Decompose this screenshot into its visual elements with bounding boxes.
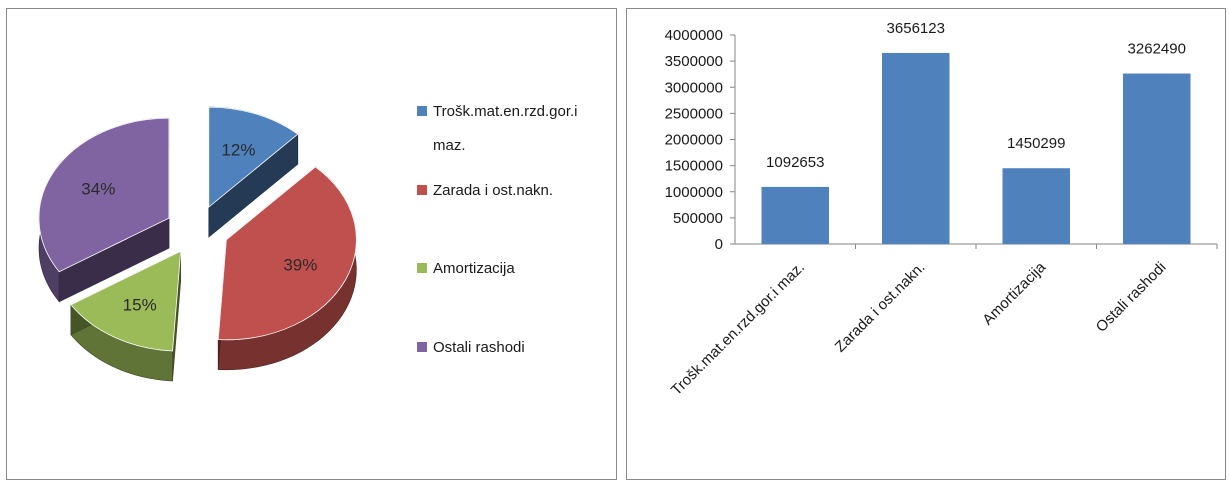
y-tick-label: 4000000 xyxy=(665,27,723,44)
x-category-label: Amortizacija xyxy=(979,258,1049,328)
legend-swatch-3 xyxy=(417,342,427,352)
pie-slice-0 xyxy=(208,106,299,208)
legend-label: maz. xyxy=(433,137,466,154)
legend-label: Zarada i ost.nakn. xyxy=(433,182,553,199)
y-tick-label: 3500000 xyxy=(665,53,723,70)
legend-swatch-1 xyxy=(417,185,427,195)
pie-data-label: 34% xyxy=(81,179,115,198)
x-category-label: Zarada i ost.nakn. xyxy=(832,259,929,356)
pie-data-label: 39% xyxy=(283,255,317,274)
y-tick-label: 3000000 xyxy=(665,79,723,96)
x-category-label: Trošk.mat.en.rzd.gor.i maz. xyxy=(668,259,808,399)
y-tick-label: 0 xyxy=(715,236,723,253)
y-tick-label: 1000000 xyxy=(665,184,723,201)
pie-data-label: 15% xyxy=(123,296,157,315)
x-category-label: Ostali rashodi xyxy=(1093,259,1170,336)
pie-slice-2 xyxy=(70,250,182,352)
bar-chart-panel: 0 500000 1000000 1500000 2000000 2500000 30000… xyxy=(626,8,1226,480)
pie-chart: 12% 39% 15% 34% Trošk.mat.en.rzd.gor.i maz. Z… xyxy=(38,103,578,382)
legend-label: Ostali rashodi xyxy=(433,339,525,356)
y-tick-label: 2000000 xyxy=(665,132,723,149)
legend-label: Trošk.mat.en.rzd.gor.i xyxy=(433,103,578,120)
y-tick-label: 500000 xyxy=(673,210,723,227)
bar-data-label: 1450299 xyxy=(1007,135,1065,152)
pie-data-label: 12% xyxy=(221,140,255,159)
bar-chart: 0 500000 1000000 1500000 2000000 2500000 30000… xyxy=(665,20,1218,399)
bar-3 xyxy=(1123,73,1191,244)
pie-slice-1 xyxy=(217,166,357,341)
bar-data-label: 3656123 xyxy=(887,20,945,37)
pie-chart-panel: 12% 39% 15% 34% Trošk.mat.en.rzd.gor.i maz. Z… xyxy=(6,8,617,480)
bar-data-label: 3262490 xyxy=(1128,41,1186,58)
bar-1 xyxy=(882,52,950,244)
legend-swatch-0 xyxy=(417,106,427,116)
y-tick-label: 2500000 xyxy=(665,105,723,122)
pie-slice-3 xyxy=(38,117,170,273)
bar-data-label: 1092653 xyxy=(766,154,824,171)
legend-swatch-2 xyxy=(417,263,427,273)
bar-0 xyxy=(761,186,829,244)
y-tick-label: 1500000 xyxy=(665,158,723,175)
legend-label: Amortizacija xyxy=(433,260,515,277)
bar-2 xyxy=(1002,168,1070,244)
